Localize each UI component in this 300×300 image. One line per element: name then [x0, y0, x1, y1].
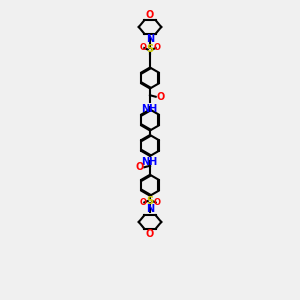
Text: O: O: [140, 198, 147, 207]
Text: O: O: [140, 44, 147, 52]
Text: S: S: [146, 44, 154, 55]
Text: NH: NH: [141, 104, 158, 114]
Text: O: O: [146, 10, 154, 20]
Text: N: N: [146, 205, 154, 214]
Text: O: O: [157, 92, 165, 102]
Text: O: O: [146, 230, 154, 239]
Text: O: O: [153, 198, 160, 207]
Text: NH: NH: [141, 158, 158, 167]
Text: S: S: [146, 196, 154, 206]
Text: O: O: [135, 162, 143, 172]
Text: O: O: [153, 44, 160, 52]
Text: N: N: [146, 34, 154, 44]
